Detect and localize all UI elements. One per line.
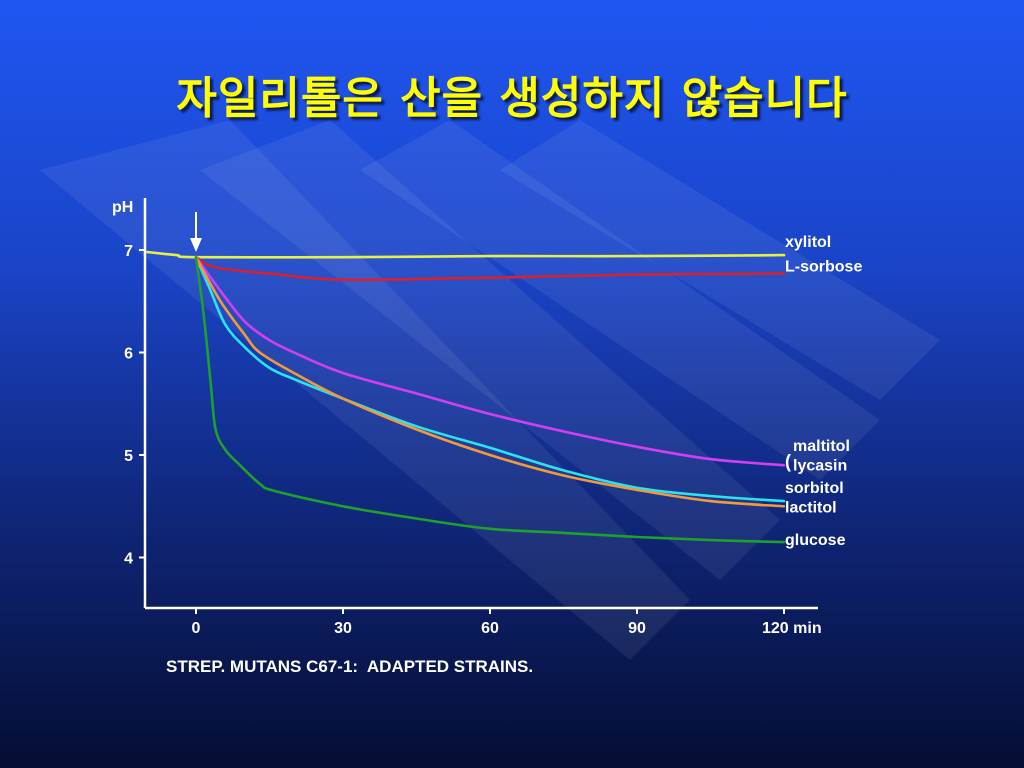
legend-label-lactitol: lactitol [785,499,837,516]
series-line-glucose [194,255,786,544]
y-tick-label: 7 [124,243,133,260]
x-tick-label: 0 [192,620,201,637]
legend-label-l-sorbose: L-sorbose [785,259,862,276]
chart-axes: 4 5 6 7 pH 0 30 60 90 120 min [112,198,822,637]
chart-labels: xylitol L-sorbose maltitol lycasin sorbitol l… [785,234,862,549]
chart-caption: STREP. MUTANS C67-1: ADAPTED STRAINS. [166,657,534,676]
legend-label-lycasin: lycasin [793,457,847,474]
background-stripe [360,120,880,480]
background-stripe [500,120,940,400]
legend-label-xylitol: xylitol [785,234,831,251]
series-line-xylitol [145,250,786,259]
y-tick-label: 6 [124,346,133,363]
x-tick-label: 30 [334,620,352,637]
legend-bracket: ( [785,451,791,471]
background-stripe [40,120,690,660]
x-tick-label: 120 min [762,620,822,637]
y-axis-label: pH [112,199,133,216]
legend-label-glucose: glucose [785,532,846,549]
y-tick-label: 5 [124,448,133,465]
x-tick-label: 60 [481,620,499,637]
legend-label-maltitol: maltitol [793,438,850,455]
series-line-maltitol-lycasin [194,255,786,467]
background-stripes [40,120,940,660]
x-tick-label: 90 [628,620,646,637]
background-stripe [200,120,780,580]
legend-label-sorbitol: sorbitol [785,480,844,497]
series-line-lactitol [194,255,786,508]
y-tick-label: 4 [124,551,133,568]
series-line-l-sorbose [194,255,786,282]
slide-title: 자일리톨은 산을 생성하지 않습니다 [176,73,848,124]
start-arrow-head [190,238,202,252]
chart-series [145,250,786,544]
